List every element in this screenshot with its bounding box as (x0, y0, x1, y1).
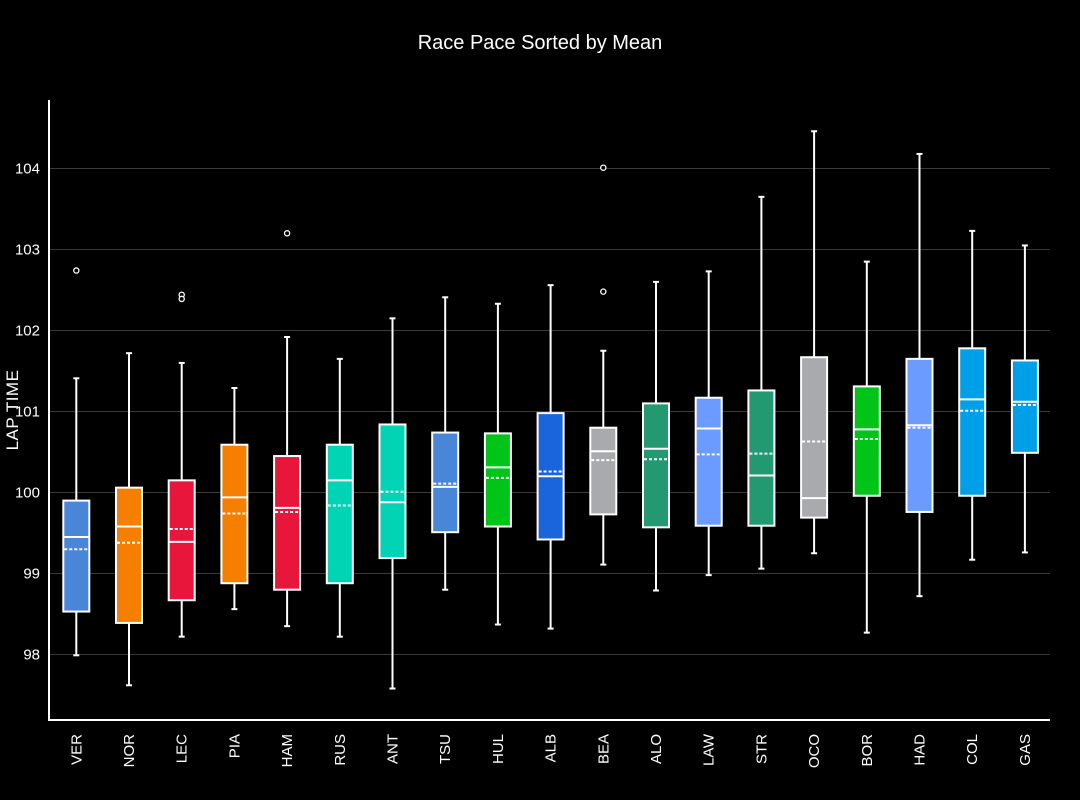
x-tick-label: HUL (490, 734, 507, 764)
outlier-point (600, 164, 607, 171)
box-lec (167, 291, 196, 638)
box-oco (800, 130, 829, 555)
box-ant (378, 317, 407, 690)
box-pia (220, 387, 249, 611)
box-ham (273, 230, 302, 628)
iqr-box (115, 486, 143, 624)
x-tick-label: GAS (1017, 734, 1034, 766)
box-bor (852, 260, 881, 634)
iqr-box (747, 389, 776, 527)
outlier-point (600, 288, 607, 295)
y-tick-label: 101 (15, 404, 40, 421)
box-str (747, 195, 776, 570)
y-tick-label: 104 (15, 161, 40, 178)
x-tick-label: HAD (912, 734, 929, 766)
iqr-box (694, 396, 723, 527)
iqr-box (800, 356, 829, 519)
box-bea (589, 164, 618, 566)
x-tick-label: BOR (859, 734, 876, 767)
outlier-point (283, 230, 291, 237)
box-nor (115, 352, 143, 687)
iqr-box (62, 499, 91, 613)
x-tick-labels: VER NOR LEC PIA HAM RUS ANT TSU HUL ALB BEA ALO LAW S… (68, 733, 1034, 768)
iqr-box (273, 455, 302, 591)
box-gas (1010, 244, 1039, 554)
box-col (958, 229, 987, 561)
y-tick-label: 103 (15, 242, 40, 259)
x-tick-label: COL (964, 734, 981, 765)
y-tick-label: 100 (15, 485, 40, 502)
x-tick-label: ANT (385, 734, 402, 764)
box-alo (642, 280, 670, 592)
y-tick-labels: 98 99 100 101 102 103 104 (15, 161, 40, 664)
box-plot-series (62, 130, 1039, 690)
iqr-box (589, 426, 618, 516)
y-axis-label: LAP TIME (3, 370, 22, 451)
x-tick-label: ALB (543, 734, 560, 762)
y-tick-label: 99 (23, 566, 40, 583)
box-ver (62, 267, 91, 657)
outlier-point (178, 295, 185, 303)
box-law (694, 270, 723, 577)
chart-title: Race Pace Sorted by Mean (418, 32, 663, 54)
x-tick-label: VER (68, 734, 85, 765)
box-tsu (431, 296, 460, 591)
iqr-box (167, 479, 196, 602)
x-tick-label: PIA (226, 734, 243, 758)
x-tick-label: NOR (121, 734, 138, 768)
iqr-box (325, 443, 354, 585)
iqr-box (852, 385, 881, 497)
x-tick-label: ALO (648, 734, 665, 764)
x-tick-label: HAM (279, 734, 296, 767)
box-rus (325, 357, 354, 638)
x-tick-label: RUS (332, 734, 349, 766)
outlier-point (73, 267, 80, 274)
iqr-box (958, 347, 987, 497)
box-had (905, 152, 934, 598)
y-tick-label: 102 (15, 323, 40, 340)
x-tick-label: BEA (595, 734, 612, 764)
x-tick-label: LEC (174, 734, 191, 763)
x-tick-label: STR (753, 734, 770, 764)
iqr-box (642, 402, 670, 529)
iqr-box (1010, 359, 1039, 454)
box-alb (536, 284, 565, 630)
y-tick-label: 98 (23, 647, 40, 664)
x-tick-label: TSU (437, 734, 454, 764)
iqr-box (905, 357, 934, 513)
iqr-box (483, 432, 512, 528)
x-tick-label: LAW (701, 733, 718, 766)
x-tick-label: OCO (806, 734, 823, 768)
box-hul (483, 302, 512, 626)
iqr-box (431, 431, 460, 534)
